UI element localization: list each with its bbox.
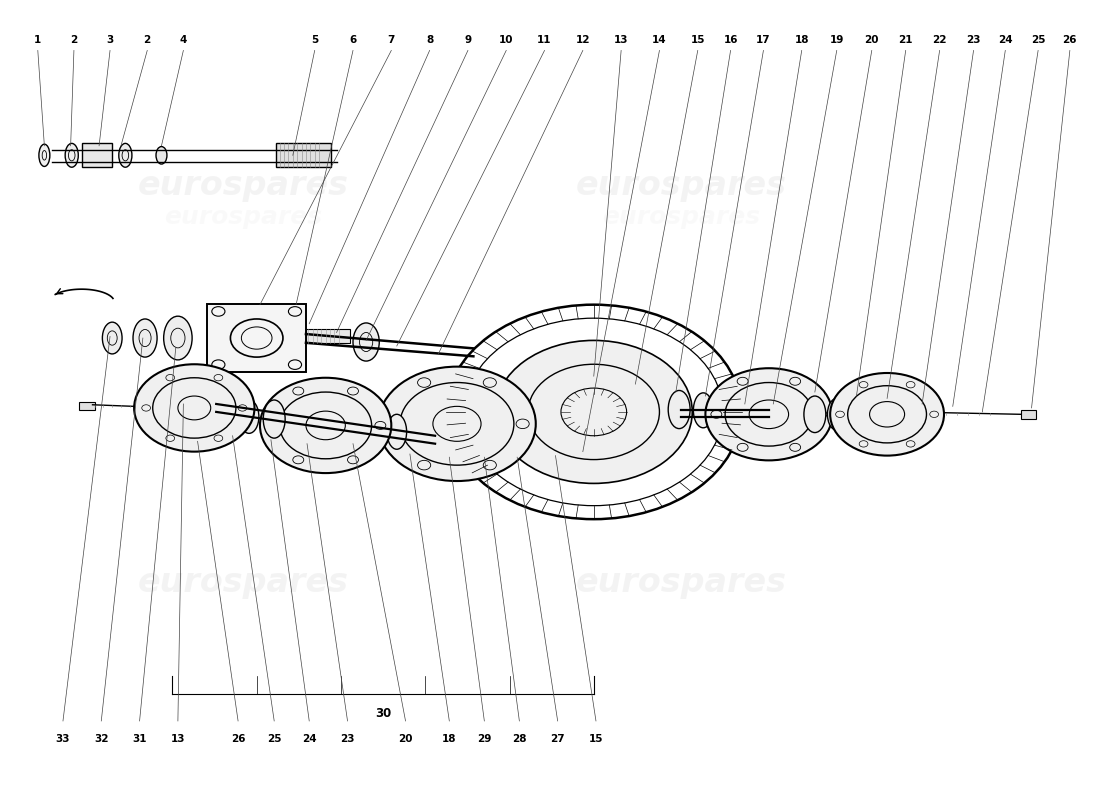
Ellipse shape bbox=[827, 398, 846, 430]
Text: 15: 15 bbox=[588, 734, 603, 744]
Ellipse shape bbox=[102, 322, 122, 354]
Text: eurospares: eurospares bbox=[603, 206, 760, 230]
Text: 13: 13 bbox=[614, 34, 628, 45]
Text: 4: 4 bbox=[179, 34, 187, 45]
Text: eurospares: eurospares bbox=[139, 566, 349, 599]
Text: 24: 24 bbox=[998, 34, 1013, 45]
Ellipse shape bbox=[133, 319, 157, 357]
Text: 23: 23 bbox=[966, 34, 981, 45]
Text: 1: 1 bbox=[34, 34, 42, 45]
Text: 17: 17 bbox=[756, 34, 771, 45]
Ellipse shape bbox=[693, 393, 713, 428]
Text: 6: 6 bbox=[350, 34, 356, 45]
Bar bbox=[306, 330, 350, 342]
Text: 26: 26 bbox=[1063, 34, 1077, 45]
Text: 29: 29 bbox=[477, 734, 492, 744]
Text: 2: 2 bbox=[144, 34, 151, 45]
Bar bbox=[276, 143, 331, 167]
Text: 15: 15 bbox=[691, 34, 705, 45]
Ellipse shape bbox=[716, 396, 734, 428]
Ellipse shape bbox=[364, 414, 382, 446]
Text: 25: 25 bbox=[1031, 34, 1045, 45]
Text: 10: 10 bbox=[499, 34, 514, 45]
Circle shape bbox=[134, 364, 254, 452]
Text: 28: 28 bbox=[513, 734, 527, 744]
Ellipse shape bbox=[164, 316, 192, 360]
Circle shape bbox=[495, 341, 692, 483]
Circle shape bbox=[260, 378, 392, 473]
Bar bbox=[81, 143, 112, 167]
Text: 25: 25 bbox=[267, 734, 282, 744]
Ellipse shape bbox=[220, 401, 234, 430]
Ellipse shape bbox=[387, 414, 407, 450]
Ellipse shape bbox=[668, 390, 690, 429]
Ellipse shape bbox=[353, 323, 380, 361]
Text: 12: 12 bbox=[575, 34, 590, 45]
Text: 27: 27 bbox=[550, 734, 565, 744]
Text: 26: 26 bbox=[231, 734, 245, 744]
Text: 7: 7 bbox=[387, 34, 395, 45]
Text: 18: 18 bbox=[794, 34, 808, 45]
Text: 24: 24 bbox=[301, 734, 317, 744]
Text: 9: 9 bbox=[464, 34, 472, 45]
Circle shape bbox=[378, 366, 536, 481]
Text: 19: 19 bbox=[829, 34, 844, 45]
Text: 32: 32 bbox=[94, 734, 109, 744]
Bar bbox=[79, 402, 95, 410]
Bar bbox=[1021, 410, 1036, 419]
Text: 5: 5 bbox=[311, 34, 318, 45]
Bar bbox=[208, 304, 306, 372]
Text: 8: 8 bbox=[426, 34, 433, 45]
Ellipse shape bbox=[39, 144, 50, 166]
Text: 11: 11 bbox=[537, 34, 552, 45]
Ellipse shape bbox=[343, 414, 359, 443]
Text: 30: 30 bbox=[375, 706, 392, 720]
Text: 16: 16 bbox=[724, 34, 738, 45]
Text: 13: 13 bbox=[170, 734, 185, 744]
Text: eurospares: eurospares bbox=[165, 206, 322, 230]
Ellipse shape bbox=[239, 400, 258, 434]
Ellipse shape bbox=[804, 396, 826, 433]
Text: eurospares: eurospares bbox=[575, 566, 786, 599]
Text: eurospares: eurospares bbox=[139, 169, 349, 202]
Text: 33: 33 bbox=[56, 734, 70, 744]
Text: 2: 2 bbox=[70, 34, 77, 45]
Ellipse shape bbox=[65, 143, 78, 167]
Text: 18: 18 bbox=[442, 734, 456, 744]
Ellipse shape bbox=[156, 146, 167, 164]
Text: 23: 23 bbox=[340, 734, 355, 744]
Ellipse shape bbox=[119, 143, 132, 167]
Text: eurospares: eurospares bbox=[575, 169, 786, 202]
Text: 20: 20 bbox=[398, 734, 412, 744]
Circle shape bbox=[830, 373, 944, 456]
Text: 31: 31 bbox=[132, 734, 146, 744]
Circle shape bbox=[705, 368, 833, 460]
Text: 20: 20 bbox=[865, 34, 879, 45]
Text: 21: 21 bbox=[899, 34, 913, 45]
Text: 22: 22 bbox=[933, 34, 947, 45]
Text: 3: 3 bbox=[107, 34, 113, 45]
Text: 14: 14 bbox=[652, 34, 667, 45]
Ellipse shape bbox=[263, 400, 285, 438]
